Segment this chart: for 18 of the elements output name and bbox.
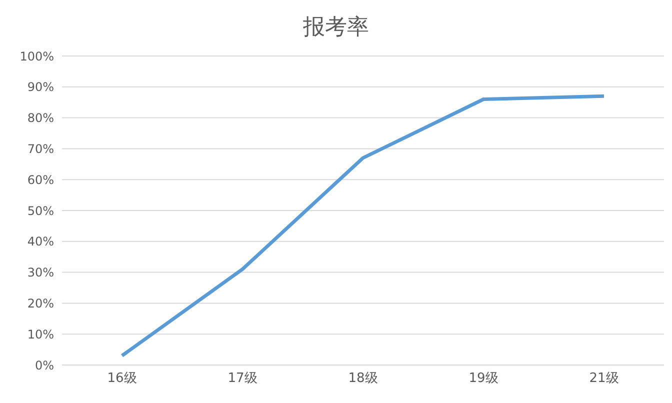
y-tick-label: 100%	[20, 49, 54, 64]
y-tick-label: 90%	[27, 80, 54, 94]
y-tick-label: 80%	[27, 111, 54, 126]
y-tick-label: 70%	[27, 142, 54, 156]
y-tick-label: 50%	[27, 204, 54, 218]
line-series	[120, 94, 606, 358]
x-tick-label: 21级	[589, 371, 619, 386]
y-tick-label: 20%	[27, 296, 54, 310]
y-tick-label: 40%	[27, 234, 54, 249]
y-tick-label: 10%	[27, 327, 54, 342]
x-tick-label: 17级	[228, 371, 258, 386]
y-tick-label: 60%	[27, 172, 54, 187]
y-tick-label: 30%	[27, 266, 54, 280]
x-tick-label: 18级	[348, 371, 378, 386]
x-tick-label: 19级	[468, 371, 498, 386]
y-tick-label: 0%	[34, 358, 54, 372]
x-tick-label: 16级	[107, 371, 137, 386]
chart-title: 报考率	[302, 14, 370, 42]
